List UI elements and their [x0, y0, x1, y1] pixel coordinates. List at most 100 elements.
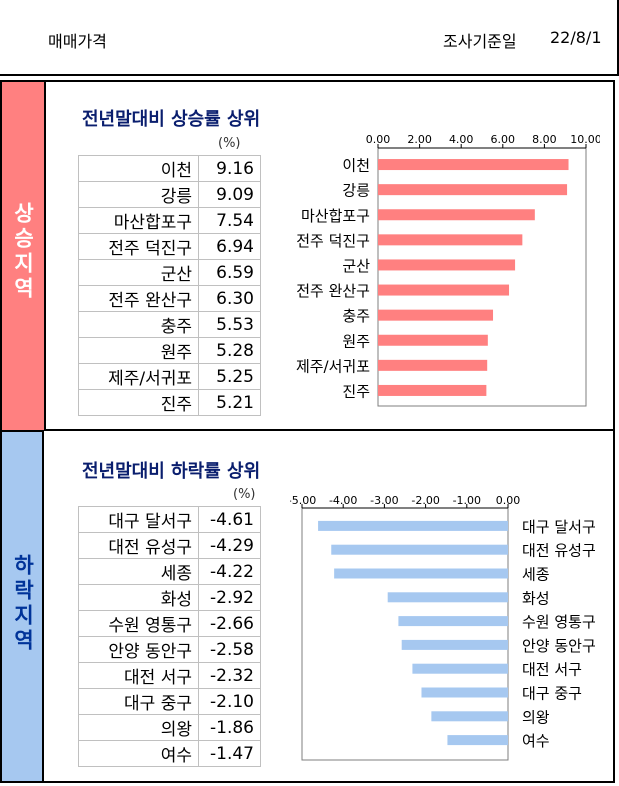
- region-name-cell: 진주: [78, 389, 199, 416]
- category-label: 대구 중구: [522, 685, 582, 703]
- category-label: 마산합포구: [301, 207, 370, 225]
- table-row: 마산합포구 7.54: [78, 207, 261, 234]
- bar: [378, 359, 488, 371]
- bar: [431, 711, 508, 722]
- category-label: 진주: [342, 382, 370, 400]
- bar: [412, 663, 508, 674]
- category-label: 화성: [522, 589, 550, 607]
- x-tick-label: -5.00: [290, 494, 316, 507]
- rate-value-cell: 6.30: [198, 285, 261, 312]
- bar: [318, 520, 508, 531]
- category-label: 군산: [342, 257, 370, 275]
- table-row: 안양 동안구 -2.58: [78, 636, 261, 663]
- category-label: 여수: [522, 732, 550, 750]
- x-tick-label: -4.00: [329, 494, 357, 507]
- report-frame: [0, 80, 615, 783]
- region-name-cell: 강릉: [78, 181, 199, 208]
- region-name-cell: 군산: [78, 259, 199, 286]
- table-row: 대구 달서구 -4.61: [78, 506, 261, 533]
- rise-section-title: 전년말대비 상승률 상위: [82, 109, 261, 130]
- table-row: 충주 5.53: [78, 311, 261, 338]
- table-row: 군산 6.59: [78, 259, 261, 286]
- rate-value-cell: -2.10: [198, 688, 261, 715]
- region-name-cell: 안양 동안구: [78, 636, 199, 663]
- category-label: 충주: [342, 307, 370, 325]
- rate-value-cell: -1.47: [198, 740, 261, 767]
- region-name-cell: 원주: [78, 337, 199, 364]
- bar: [401, 639, 508, 650]
- fall-table: 대구 달서구 -4.61 대전 유성구 -4.29 세종 -4.22 화성 -2.92 수원 영…: [78, 506, 261, 767]
- region-name-cell: 수원 영통구: [78, 610, 199, 637]
- region-name-cell: 제주/서귀포: [78, 363, 199, 390]
- bar: [334, 568, 508, 579]
- x-tick-label: 0.00: [496, 494, 521, 507]
- bar: [378, 259, 516, 271]
- rate-value-cell: -2.32: [198, 662, 261, 689]
- rate-value-cell: 5.28: [198, 337, 261, 364]
- header-right-border: [617, 0, 619, 76]
- x-tick-label: 10.00: [570, 133, 600, 146]
- region-name-cell: 대전 유성구: [78, 532, 199, 559]
- table-row: 전주 덕진구 6.94: [78, 233, 261, 260]
- region-name-cell: 마산합포구: [78, 207, 199, 234]
- rate-value-cell: 6.59: [198, 259, 261, 286]
- rate-value-cell: 9.16: [198, 155, 261, 182]
- x-tick-label: 0.00: [366, 133, 391, 146]
- rate-value-cell: 5.53: [198, 311, 261, 338]
- table-row: 화성 -2.92: [78, 584, 261, 611]
- fall-section-title: 전년말대비 하락률 상위: [82, 461, 261, 482]
- region-name-cell: 의왕: [78, 714, 199, 741]
- rate-value-cell: -4.22: [198, 558, 261, 585]
- rise-region-sidebar: 상승지역: [2, 82, 46, 430]
- rate-value-cell: -2.92: [198, 584, 261, 611]
- region-name-cell: 대구 중구: [78, 688, 199, 715]
- x-tick-label: 6.00: [491, 133, 516, 146]
- table-row: 이천 9.16: [78, 155, 261, 182]
- category-label: 전주 덕진구: [296, 232, 370, 250]
- region-name-cell: 대전 서구: [78, 662, 199, 689]
- survey-date: 22/8/1: [550, 28, 602, 47]
- rate-value-cell: -2.58: [198, 636, 261, 663]
- bar: [331, 544, 508, 555]
- x-tick-label: -2.00: [411, 494, 439, 507]
- bar: [387, 592, 508, 603]
- x-tick-label: -3.00: [370, 494, 398, 507]
- category-label: 수원 영통구: [522, 613, 596, 631]
- region-name-cell: 여수: [78, 740, 199, 767]
- category-label: 이천: [342, 157, 370, 175]
- category-label: 안양 동안구: [522, 637, 596, 655]
- table-row: 대전 서구 -2.32: [78, 662, 261, 689]
- header-divider: [0, 74, 619, 76]
- table-row: 강릉 9.09: [78, 181, 261, 208]
- section-divider: [44, 429, 615, 431]
- rise-table: 이천 9.16 강릉 9.09 마산합포구 7.54 전주 덕진구 6.94 군산 6.59 전주 …: [78, 155, 261, 416]
- category-label: 대구 달서구: [522, 518, 596, 536]
- category-label: 원주: [342, 332, 370, 350]
- bar: [398, 616, 508, 627]
- table-row: 의왕 -1.86: [78, 714, 261, 741]
- x-tick-label: 4.00: [449, 133, 474, 146]
- table-row: 원주 5.28: [78, 337, 261, 364]
- page-title: 매매가격: [48, 32, 107, 51]
- bar: [378, 309, 494, 321]
- table-row: 전주 완산구 6.30: [78, 285, 261, 312]
- bar: [378, 284, 510, 296]
- table-row: 여수 -1.47: [78, 740, 261, 767]
- x-tick-label: 2.00: [407, 133, 432, 146]
- region-name-cell: 화성: [78, 584, 199, 611]
- region-name-cell: 전주 완산구: [78, 285, 199, 312]
- bar: [378, 209, 535, 221]
- category-label: 의왕: [522, 708, 550, 726]
- table-row: 세종 -4.22: [78, 558, 261, 585]
- table-row: 수원 영통구 -2.66: [78, 610, 261, 637]
- bar: [378, 234, 523, 246]
- rate-value-cell: -4.61: [198, 506, 261, 533]
- category-label: 세종: [522, 566, 550, 584]
- rate-value-cell: 6.94: [198, 233, 261, 260]
- fall-region-sidebar: 하락지역: [2, 430, 44, 781]
- rate-value-cell: -1.86: [198, 714, 261, 741]
- rate-value-cell: 7.54: [198, 207, 261, 234]
- region-name-cell: 대구 달서구: [78, 506, 199, 533]
